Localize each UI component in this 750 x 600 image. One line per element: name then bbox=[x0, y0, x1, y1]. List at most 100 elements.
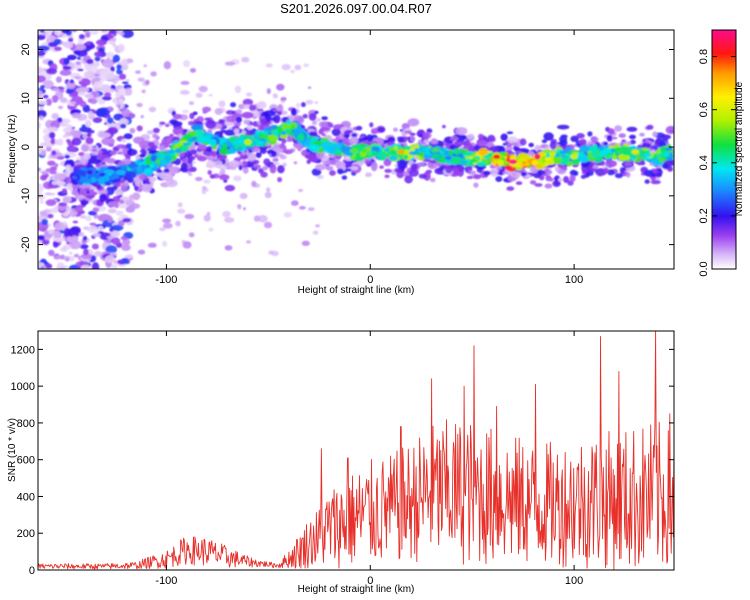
heatmap-cell bbox=[268, 140, 277, 145]
heatmap-cell bbox=[77, 194, 84, 200]
heatmap-cell bbox=[53, 236, 66, 243]
heatmap-cell bbox=[175, 220, 181, 227]
heatmap-cell bbox=[116, 68, 123, 75]
heatmap-cell bbox=[396, 149, 405, 155]
y-tick-label: 800 bbox=[17, 418, 35, 430]
heatmap-cell bbox=[92, 62, 100, 67]
heatmap-cell bbox=[94, 250, 103, 257]
heatmap-cell bbox=[414, 148, 419, 152]
heatmap-cell bbox=[118, 31, 125, 36]
heatmap-cell bbox=[207, 170, 212, 175]
heatmap-cell bbox=[383, 139, 390, 143]
heatmap-cell bbox=[493, 154, 501, 160]
heatmap-cell bbox=[78, 34, 85, 40]
heatmap-cell bbox=[62, 127, 72, 133]
heatmap-cell bbox=[554, 175, 560, 180]
heatmap-cell bbox=[195, 176, 203, 182]
heatmap-cell bbox=[42, 80, 54, 89]
heatmap-cell bbox=[301, 240, 310, 246]
heatmap-cell bbox=[107, 126, 119, 135]
heatmap-cell bbox=[281, 130, 287, 136]
heatmap-cell bbox=[371, 146, 380, 151]
heatmap-cell bbox=[499, 151, 508, 157]
heatmap-cell bbox=[279, 155, 287, 160]
heatmap-cell bbox=[243, 119, 251, 125]
heatmap-cell bbox=[99, 193, 107, 203]
heatmap-cell bbox=[455, 127, 468, 136]
heatmap-cell bbox=[122, 218, 132, 223]
heatmap-cell bbox=[189, 112, 195, 120]
heatmap-cell bbox=[235, 109, 243, 114]
heatmap-cell bbox=[557, 178, 563, 182]
heatmap-cell bbox=[107, 106, 114, 112]
heatmap-cell bbox=[546, 152, 551, 158]
heatmap-cell bbox=[162, 240, 168, 247]
heatmap-cell bbox=[53, 46, 62, 51]
heatmap-cell bbox=[423, 171, 431, 181]
heatmap-cell bbox=[89, 229, 95, 233]
heatmap-cell bbox=[569, 174, 576, 182]
colorbar-tick-label: 0.6 bbox=[698, 102, 710, 117]
heatmap-cell bbox=[92, 117, 103, 123]
heatmap-cell bbox=[203, 179, 211, 184]
heatmap-cell bbox=[307, 86, 312, 89]
heatmap-cell bbox=[477, 139, 488, 147]
heatmap-cell bbox=[158, 156, 165, 161]
heatmap-cell bbox=[351, 133, 358, 138]
heatmap-cell bbox=[277, 104, 284, 113]
heatmap-cell bbox=[160, 161, 167, 168]
heatmap-cell bbox=[260, 171, 268, 178]
colorbar-tick-label: 0.0 bbox=[698, 261, 710, 276]
heatmap-cell bbox=[316, 118, 321, 122]
heatmap-cell bbox=[408, 169, 419, 177]
heatmap-cell bbox=[40, 85, 45, 89]
heatmap-cell bbox=[97, 225, 104, 232]
heatmap-cell bbox=[638, 147, 643, 151]
heatmap-cell bbox=[219, 147, 229, 156]
heatmap-cell bbox=[77, 68, 84, 72]
heatmap-cell bbox=[49, 131, 56, 139]
heatmap-cell bbox=[107, 216, 114, 223]
heatmap-cell bbox=[354, 155, 364, 162]
heatmap-cell bbox=[430, 138, 438, 144]
heatmap-cell bbox=[257, 215, 268, 223]
heatmap-cell bbox=[224, 61, 236, 66]
heatmap-cell bbox=[67, 54, 77, 61]
heatmap-cell bbox=[495, 165, 503, 170]
heatmap-cell bbox=[59, 97, 68, 104]
heatmap-cell bbox=[75, 61, 81, 66]
heatmap-cell bbox=[369, 122, 374, 128]
heatmap-cell bbox=[624, 162, 633, 167]
heatmap-cell bbox=[491, 160, 498, 166]
heatmap-cell bbox=[607, 128, 615, 135]
heatmap-cell bbox=[544, 168, 550, 173]
heatmap-cell bbox=[84, 62, 92, 71]
heatmap-cell bbox=[228, 136, 239, 142]
heatmap-cell bbox=[183, 60, 191, 68]
heatmap-cell bbox=[172, 126, 185, 136]
heatmap-cell bbox=[69, 79, 74, 84]
heatmap-cell bbox=[192, 111, 198, 116]
heatmap-cell bbox=[91, 243, 99, 250]
heatmap-cell bbox=[143, 64, 147, 68]
heatmap-cell bbox=[45, 263, 53, 269]
heatmap-cell bbox=[511, 172, 517, 178]
y-tick-label: 200 bbox=[17, 528, 35, 540]
heatmap-cell bbox=[59, 69, 72, 76]
heatmap-cell bbox=[341, 175, 348, 180]
heatmap-cell bbox=[272, 94, 278, 99]
heatmap-cell bbox=[107, 208, 117, 214]
heatmap-cell bbox=[253, 215, 260, 222]
heatmap-cell bbox=[534, 153, 541, 160]
heatmap-cell bbox=[137, 77, 145, 82]
heatmap-cell bbox=[234, 85, 242, 94]
heatmap-cell bbox=[158, 145, 166, 152]
heatmap-cell bbox=[293, 161, 298, 165]
colorbar-tick-label: 0.4 bbox=[698, 155, 710, 170]
heatmap-cell bbox=[103, 157, 116, 164]
heatmap-cell bbox=[163, 61, 172, 70]
heatmap-cell bbox=[563, 176, 570, 183]
heatmap-cell bbox=[506, 186, 515, 191]
heatmap-cell bbox=[246, 240, 251, 244]
heatmap-cell bbox=[136, 102, 143, 108]
